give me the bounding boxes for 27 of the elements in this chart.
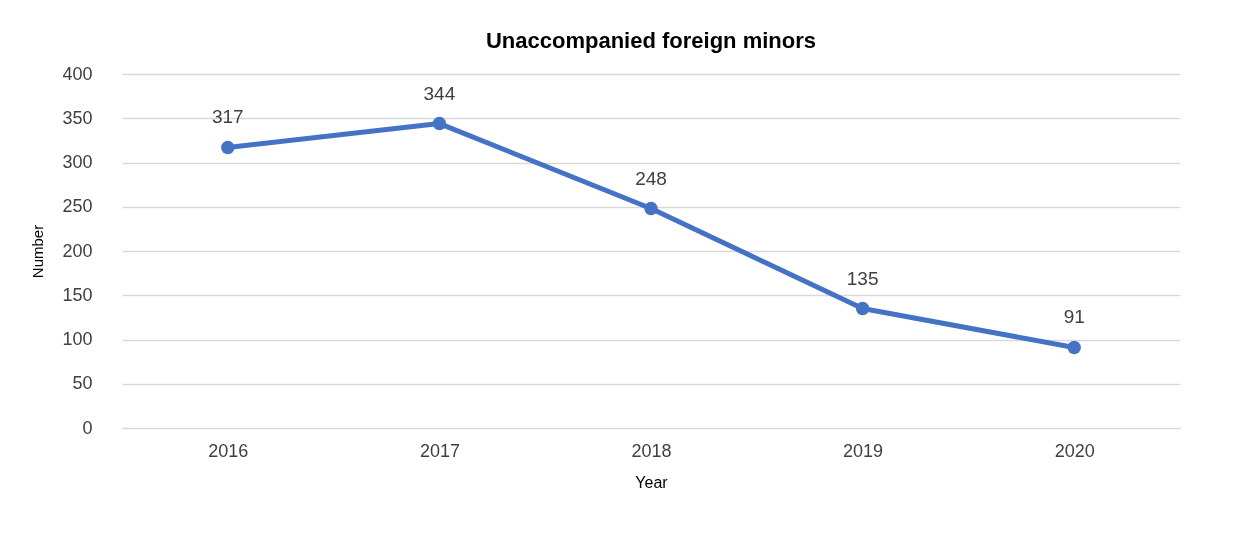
- point: [855, 301, 870, 316]
- x-tick-label: 2020: [1054, 440, 1095, 461]
- chart-title: Unaccompanied foreign minors: [485, 28, 817, 53]
- x-tick-label: 2017: [419, 440, 460, 461]
- x-axis-title: Year: [635, 473, 669, 491]
- point: [432, 116, 447, 131]
- data-label: 344: [423, 82, 456, 104]
- x-tick-label: 2018: [631, 440, 672, 461]
- y-tick-label: 250: [62, 196, 93, 217]
- point: [644, 201, 658, 216]
- y-tick-label: 200: [62, 240, 93, 261]
- data-label: 248: [635, 167, 667, 189]
- data-label: 317: [211, 106, 244, 128]
- x-tick-label: 2016: [208, 440, 249, 461]
- y-tick-label: 300: [62, 152, 93, 172]
- data-label: 135: [846, 267, 879, 289]
- y-tick-label: 350: [62, 107, 93, 128]
- x-tick-label: 2019: [843, 440, 884, 461]
- y-tick-label: 100: [62, 329, 93, 349]
- point: [1067, 340, 1081, 355]
- point: [221, 140, 235, 155]
- y-axis-title: Number: [29, 224, 47, 279]
- y-tick-label: 50: [72, 373, 93, 394]
- y-tick-label: 0: [82, 417, 93, 438]
- y-tick-label: 150: [62, 284, 93, 305]
- y-tick-label: 400: [62, 63, 93, 84]
- data-label: 91: [1063, 306, 1085, 328]
